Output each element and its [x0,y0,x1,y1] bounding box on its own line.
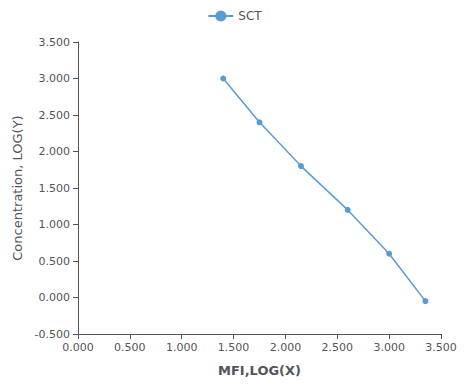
svg-text:1.500: 1.500 [218,341,250,354]
svg-text:3.500: 3.500 [39,36,71,49]
svg-text:0.000: 0.000 [62,341,94,354]
svg-text:1.500: 1.500 [39,182,71,195]
svg-text:0.500: 0.500 [114,341,146,354]
svg-text:Concentration, LOG(Y): Concentration, LOG(Y) [10,115,25,260]
svg-text:2.000: 2.000 [270,341,302,354]
svg-text:3.000: 3.000 [39,72,71,85]
svg-text:MFI,LOG(X): MFI,LOG(X) [218,363,301,378]
svg-text:3.000: 3.000 [373,341,405,354]
svg-text:3.500: 3.500 [425,341,457,354]
svg-text:1.000: 1.000 [39,218,71,231]
svg-text:1.000: 1.000 [166,341,198,354]
svg-text:2.000: 2.000 [39,145,71,158]
svg-text:0.000: 0.000 [39,291,71,304]
svg-text:SCT: SCT [238,9,262,23]
svg-text:0.500: 0.500 [39,255,71,268]
svg-text:-0.500: -0.500 [35,328,70,341]
svg-text:2.500: 2.500 [39,109,71,122]
svg-text:2.500: 2.500 [322,341,354,354]
